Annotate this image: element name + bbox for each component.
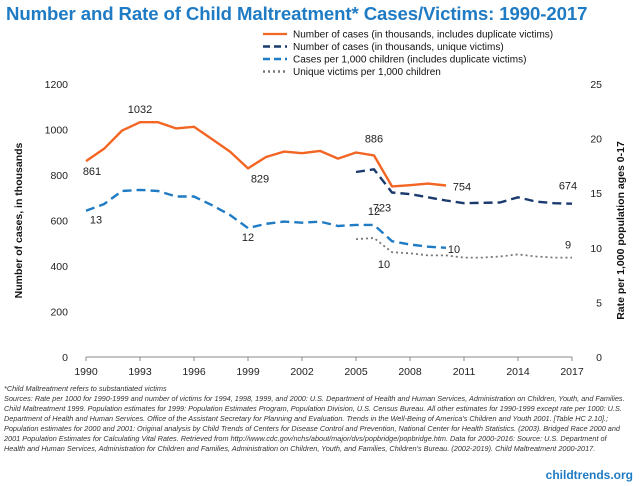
data-label: 9 [565, 240, 571, 252]
y2-tick-label: 20 [590, 134, 602, 146]
y2-tick-label: 0 [596, 352, 602, 364]
series-line-2 [355, 168, 573, 205]
y-axis-title: Number of cases, in thousands [13, 142, 25, 298]
x-tick-label: 2008 [398, 366, 422, 378]
x-tick-label: 1996 [182, 366, 206, 378]
y-tick-label: 0 [62, 352, 68, 364]
legend: Number of cases (in thousands, includes … [263, 30, 553, 78]
data-label: 10 [448, 244, 460, 256]
legend-label: Unique victims per 1,000 children [293, 67, 441, 78]
x-tick-label: 2002 [290, 366, 314, 378]
source-line: Child Maltreatment 1999. Population esti… [4, 404, 622, 413]
data-label: 674 [559, 181, 577, 193]
x-tick-label: 2017 [560, 366, 584, 378]
data-labels: 861 1032 829 886 754 723 674 13 12 12 10 10 9 [83, 104, 577, 271]
data-label: 13 [90, 215, 102, 227]
y2-tick-label: 25 [590, 79, 602, 91]
series-lines [85, 120, 573, 259]
data-label: 754 [453, 181, 471, 193]
y2-tick-label: 5 [596, 297, 602, 309]
footnote: *Child Maltreatment refers to substantia… [4, 384, 167, 393]
x-tick-label: 1999 [236, 366, 260, 378]
series-line-3 [85, 188, 447, 249]
y-tick-label: 1200 [45, 79, 69, 91]
x-tick-label: 2014 [506, 366, 530, 378]
data-label: 12 [242, 232, 254, 244]
x-tick-label: 2011 [453, 366, 476, 378]
y-tick-label: 800 [50, 170, 68, 182]
x-tick-label: 1990 [74, 366, 98, 378]
source-line: Population estimates for 2000 and 2001: … [4, 424, 620, 433]
source-line: Sources: Rate per 1000 for 1990-1999 and… [4, 394, 625, 403]
chart-title: Number and Rate of Child Maltreatment* C… [6, 3, 588, 24]
data-label: 861 [83, 166, 101, 178]
brand-link[interactable]: childtrends.org [545, 468, 633, 482]
legend-label: Cases per 1,000 children (includes dupli… [293, 55, 526, 66]
y-tick-label: 200 [50, 307, 68, 319]
legend-label: Number of cases (in thousands, includes … [293, 30, 553, 41]
data-label: 1032 [128, 104, 152, 116]
source-line: Department of Health and Human Services.… [4, 414, 609, 423]
data-label: 12 [368, 206, 380, 218]
series-line-1 [85, 120, 447, 188]
axes: 1990 1993 1996 1999 2002 2005 2008 2011 2014 2017… [13, 79, 627, 378]
x-tick-label: 1993 [128, 366, 152, 378]
y2-tick-label: 10 [590, 243, 602, 255]
legend-label: Number of cases (in thousands, unique vi… [293, 42, 504, 53]
notes: *Child Maltreatment refers to substantia… [4, 384, 634, 454]
data-label: 829 [251, 173, 269, 185]
data-label: 10 [378, 259, 390, 271]
x-tick-label: 2005 [344, 366, 368, 378]
data-label: 886 [365, 133, 383, 145]
source-line: Health and Human Services, Administratio… [4, 444, 596, 453]
y2-tick-label: 15 [590, 188, 602, 200]
source-line: 2001 Population Estimates for Calculatin… [4, 434, 607, 443]
line-chart: Number of cases (in thousands, includes … [13, 30, 627, 379]
data-label: 723 [373, 203, 391, 215]
series-line-4 [355, 237, 572, 259]
y2-axis-title: Rate per 1,000 population ages 0-17 [615, 141, 627, 320]
y-tick-label: 600 [50, 216, 68, 228]
y-tick-label: 400 [50, 261, 68, 273]
y-tick-label: 1000 [45, 125, 69, 137]
